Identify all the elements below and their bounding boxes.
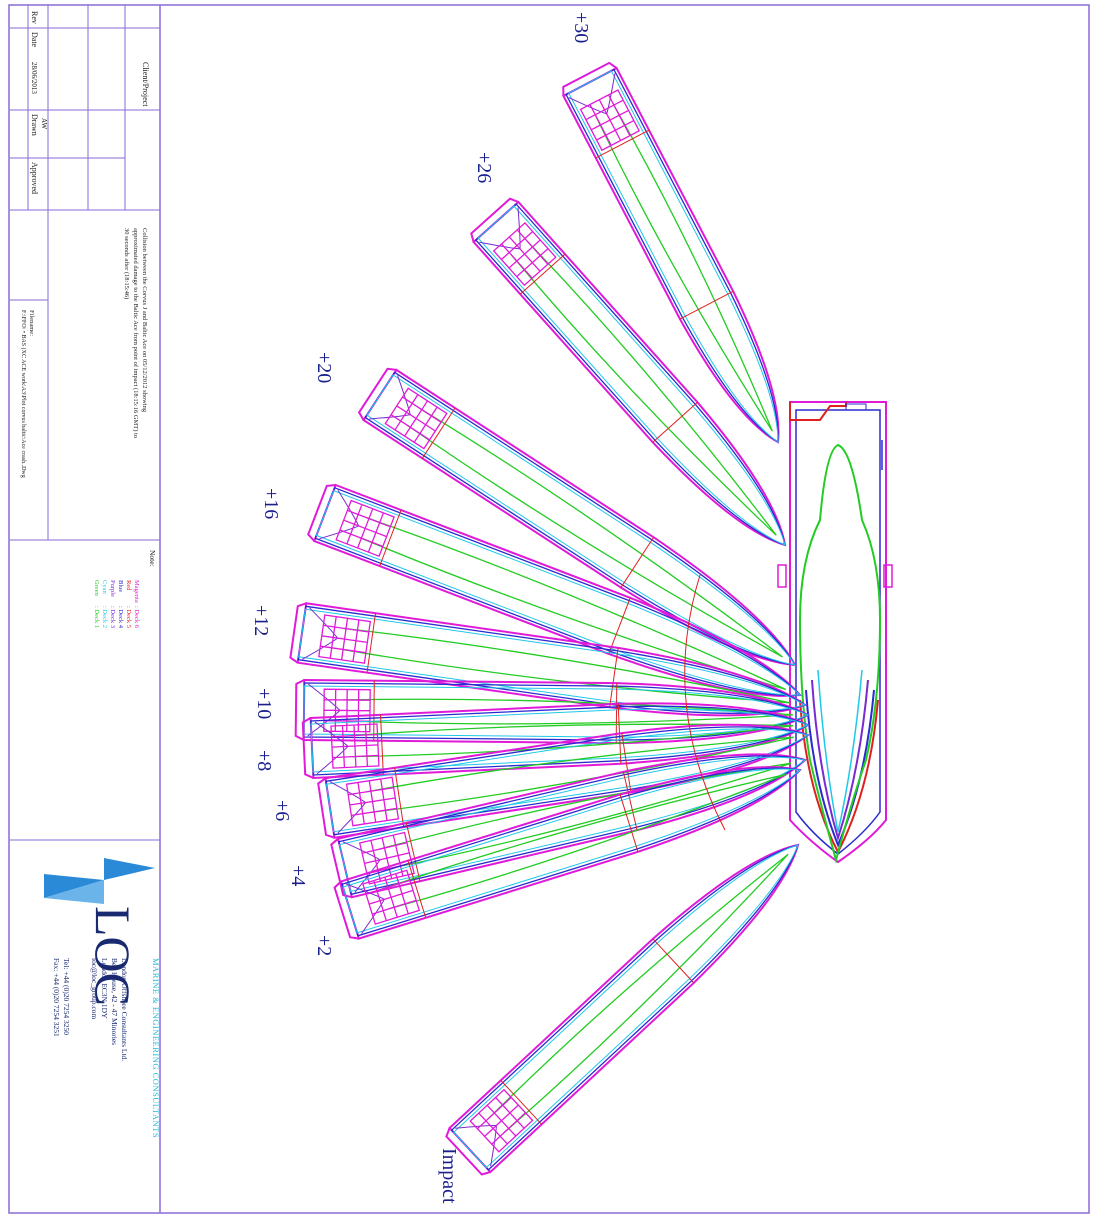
logo-text: LOC	[85, 906, 141, 1006]
legend-colour-purple: Purple	[109, 580, 116, 597]
label-plus-8: +8	[253, 750, 275, 771]
date-label: Date	[30, 32, 39, 48]
legend-colour-cyan: Cyan	[101, 580, 108, 594]
striking-vessel-plus-2	[333, 766, 802, 940]
legend-deck-2: : Deck 5	[125, 606, 132, 628]
position-labels: +30 +26 +20 +16 +12 +10 +8 +6 +4 +2 Impa…	[250, 12, 592, 1204]
date-value: 28/06/2013	[30, 62, 38, 94]
approved-label: Approved	[30, 162, 39, 194]
striking-vessel-plus-12	[289, 602, 808, 717]
tel-line: Tel: +44 (0)20 7254 3250	[62, 958, 71, 1035]
description-line-1: Collision between the Corvus J and Balti…	[141, 228, 148, 413]
loc-logo: LOC	[44, 858, 155, 1006]
label-impact: Impact	[438, 1148, 460, 1204]
description-line-3: 30 seconds after (18:15:46)	[123, 228, 130, 299]
address-line-1: London Offshore Consultants Ltd.	[120, 958, 129, 1061]
legend-colour-magenta: Magenta	[133, 580, 140, 603]
legend-deck-3: : Deck 4	[117, 606, 124, 629]
legend-deck-6: : Deck 1	[93, 606, 100, 628]
striking-vessel-plus-16	[307, 483, 802, 697]
filename-value: F:\FFO\ • BAS (XC ACE work\A3\Plot corvu…	[20, 310, 27, 478]
drawn-label: Drawn	[30, 114, 39, 136]
label-plus-12: +12	[250, 605, 272, 636]
striking-vessel-plus-4	[330, 753, 807, 899]
label-plus-30: +30	[570, 12, 592, 43]
damage-sweep-arc	[684, 574, 726, 831]
rev-label: Rev	[30, 11, 39, 24]
legend-colour-red: Red	[125, 580, 132, 591]
title-block: Rev Date 28/06/2013 Drawn AW Approved Cl…	[10, 5, 161, 1213]
address-line-3: London EC3N 1DY	[100, 958, 109, 1019]
drawn-value: AW	[40, 118, 48, 129]
striking-vessel-plus-20	[357, 367, 797, 667]
label-plus-10: +10	[253, 688, 275, 719]
deck-colour-legend: Magenta : Deck 6 Red : Deck 5 Blue : Deck 4 Pu…	[93, 580, 140, 629]
legend-colour-blue: Blue	[117, 580, 124, 592]
address-line-2: Bex House, 42 - 47 Minories	[110, 958, 119, 1045]
company-tagline: MARINE & ENGINEERING CONSULTANTS	[151, 958, 161, 1138]
striking-vessel-plus-26	[470, 197, 787, 547]
label-plus-20: +20	[313, 352, 335, 383]
striking-vessel-plus-30	[562, 61, 780, 444]
client-project-label: Client/Project	[141, 62, 150, 107]
filename-label: Filename:	[28, 310, 35, 336]
label-plus-16: +16	[260, 488, 282, 519]
label-plus-26: +26	[473, 152, 495, 183]
struck-vessel-outline	[777, 401, 893, 864]
striking-vessel-impact	[445, 843, 800, 1176]
legend-colour-green: Green	[93, 580, 100, 597]
sheet-border	[8, 4, 1090, 1214]
label-plus-4: +4	[287, 865, 309, 886]
legend-deck-5: : Deck 2	[101, 606, 108, 628]
fax-line: Fax: +44 (0)20 7254 3251	[52, 958, 61, 1037]
legend-deck-4: : Deck 3	[109, 606, 116, 628]
label-plus-2: +2	[313, 935, 335, 956]
legend-deck-1: : Deck 6	[133, 606, 140, 629]
striking-vessel-plus-8	[301, 702, 811, 780]
note-label: Note:	[148, 550, 157, 567]
address-line-4: loc@loc_group.com	[90, 958, 99, 1019]
label-plus-6: +6	[271, 800, 293, 821]
description-line-2: approximated damage to the Baltic Ace fr…	[132, 228, 139, 438]
